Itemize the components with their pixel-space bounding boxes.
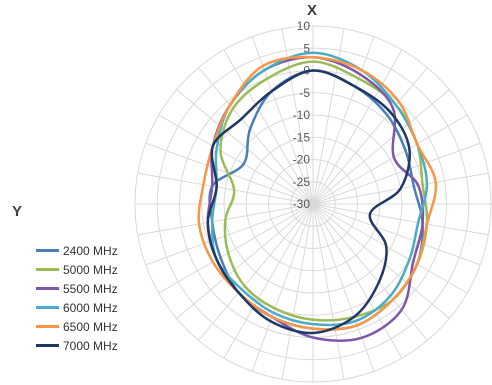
grid-spoke (312, 203, 428, 341)
radial-tick-label: -25 (293, 175, 311, 189)
legend-label: 2400 MHz (63, 243, 118, 258)
grid-spoke (158, 114, 314, 205)
radial-tick-label: -5 (299, 86, 310, 100)
grid-spoke (223, 49, 314, 205)
grid-spoke (251, 203, 314, 372)
legend-swatch (36, 287, 59, 290)
grid-spoke (312, 203, 345, 380)
grid-spoke (312, 89, 450, 205)
grid-spoke (137, 172, 314, 205)
radial-tick-label: -10 (293, 108, 311, 122)
legend-item: 6500 MHz (36, 317, 118, 336)
grid-spoke (198, 203, 314, 341)
legend: 2400 MHz 5000 MHz 5500 MHz 6000 MHz 6500… (36, 241, 118, 355)
legend-label: 6000 MHz (63, 300, 118, 315)
legend-label: 7000 MHz (63, 338, 118, 353)
radial-tick-label: -15 (293, 130, 311, 144)
grid-spoke (176, 89, 314, 205)
grid-spoke (198, 67, 314, 205)
legend-swatch (36, 344, 59, 347)
grid-spoke (312, 36, 375, 205)
grid-spoke (312, 49, 403, 205)
grid-spoke (312, 203, 403, 359)
grid-spoke (251, 36, 314, 205)
legend-label: 5000 MHz (63, 262, 118, 277)
series-line (206, 69, 411, 335)
grid-spoke (312, 203, 450, 319)
grid-spoke (158, 203, 314, 294)
radial-tick-label: 5 (303, 41, 310, 55)
legend-item: 6000 MHz (36, 298, 118, 317)
grid-spoke (312, 142, 481, 205)
grid-spoke (312, 203, 375, 372)
legend-label: 6500 MHz (63, 319, 118, 334)
grid-spoke (176, 203, 314, 319)
grid-spoke (223, 203, 314, 359)
grid-spoke (312, 203, 489, 236)
grid-spoke (312, 67, 428, 205)
grid-spoke (281, 203, 314, 380)
legend-item: 5500 MHz (36, 279, 118, 298)
legend-swatch (36, 268, 59, 271)
grid-spoke (312, 114, 468, 205)
legend-swatch (36, 249, 59, 252)
series-group (197, 51, 438, 342)
grid-spoke (145, 203, 314, 266)
grid-spoke (312, 203, 481, 266)
grid-spoke (312, 203, 468, 294)
axis-left-label: Y (12, 203, 23, 220)
legend-swatch (36, 325, 59, 328)
axis-top-label: X (307, 2, 318, 19)
legend-item: 7000 MHz (36, 336, 118, 355)
legend-item: 2400 MHz (36, 241, 118, 260)
legend-item: 5000 MHz (36, 260, 118, 279)
radial-tick-label: -30 (293, 197, 311, 211)
radial-tick-label: -20 (293, 153, 311, 167)
legend-swatch (36, 306, 59, 309)
legend-label: 5500 MHz (63, 281, 118, 296)
radial-tick-label: 10 (297, 19, 311, 33)
